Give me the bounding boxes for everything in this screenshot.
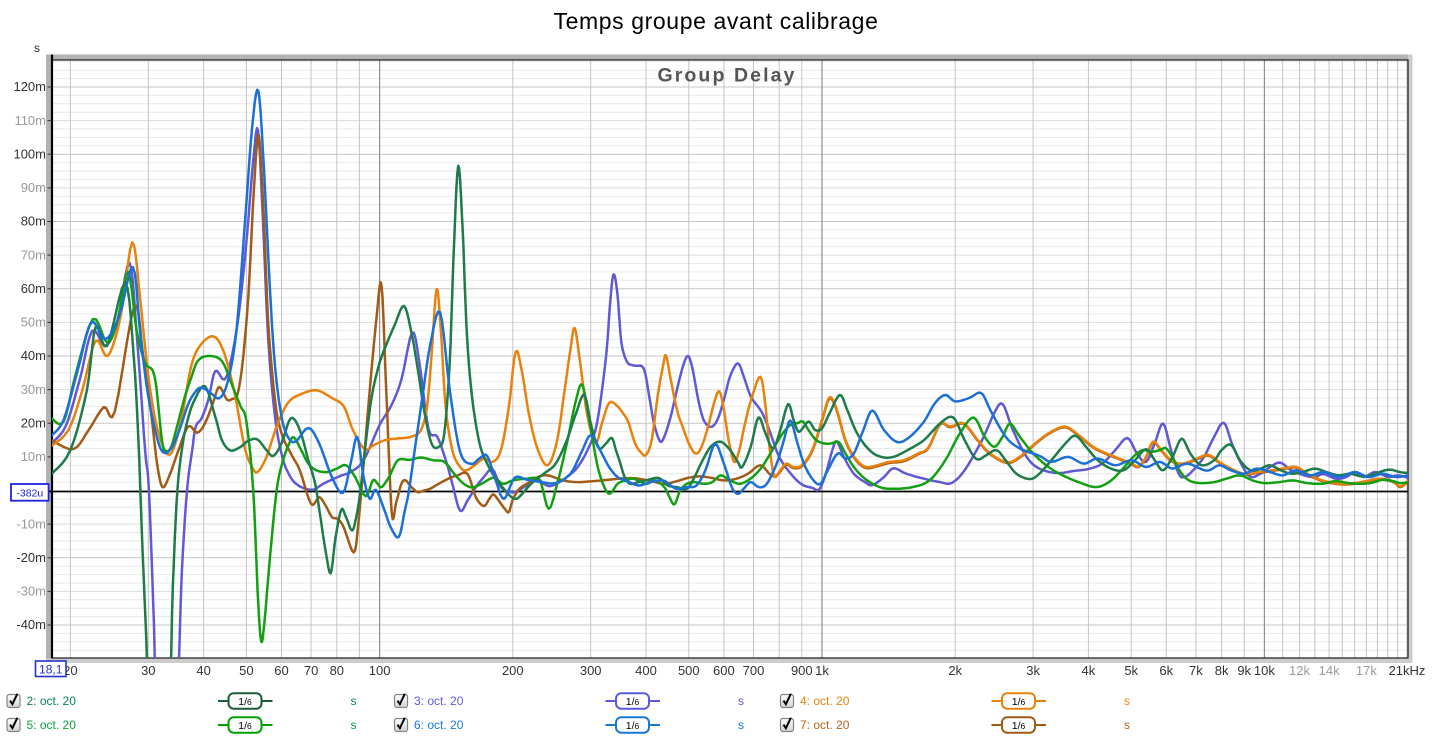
- svg-text:14k: 14k: [1319, 663, 1340, 678]
- svg-text:2k: 2k: [948, 663, 962, 678]
- svg-text:21kHz: 21kHz: [1389, 663, 1426, 678]
- svg-text:-10m: -10m: [16, 516, 46, 531]
- svg-text:300: 300: [580, 663, 602, 678]
- svg-text:1/6: 1/6: [1012, 696, 1026, 708]
- svg-text:50: 50: [239, 663, 253, 678]
- svg-text:Group Delay: Group Delay: [657, 65, 796, 87]
- svg-text:10k: 10k: [1254, 663, 1275, 678]
- svg-text:s: s: [738, 694, 744, 708]
- svg-text:-382u: -382u: [16, 488, 43, 500]
- svg-text:40m: 40m: [21, 348, 46, 363]
- svg-text:4: oct. 20: 4: oct. 20: [800, 694, 850, 708]
- svg-text:s: s: [1124, 718, 1130, 732]
- svg-text:s: s: [738, 718, 744, 732]
- svg-text:90m: 90m: [21, 180, 46, 195]
- svg-text:8k: 8k: [1215, 663, 1229, 678]
- svg-text:5: oct. 20: 5: oct. 20: [27, 718, 77, 732]
- svg-text:700: 700: [743, 663, 765, 678]
- svg-text:60: 60: [274, 663, 288, 678]
- svg-text:7: oct. 20: 7: oct. 20: [800, 718, 850, 732]
- svg-text:110m: 110m: [14, 113, 46, 128]
- svg-text:40: 40: [196, 663, 210, 678]
- svg-text:5k: 5k: [1124, 663, 1138, 678]
- svg-text:12k: 12k: [1289, 663, 1310, 678]
- svg-text:600: 600: [713, 663, 735, 678]
- svg-text:1/6: 1/6: [238, 720, 252, 732]
- svg-text:30m: 30m: [21, 382, 46, 397]
- svg-text:120m: 120m: [13, 79, 46, 94]
- svg-text:100: 100: [369, 663, 391, 678]
- svg-text:1/6: 1/6: [238, 696, 252, 708]
- svg-text:-30m: -30m: [16, 584, 46, 599]
- svg-text:200: 200: [502, 663, 524, 678]
- svg-text:17k: 17k: [1356, 663, 1377, 678]
- svg-text:1/6: 1/6: [626, 696, 640, 708]
- svg-text:6k: 6k: [1159, 663, 1173, 678]
- svg-text:1/6: 1/6: [1012, 720, 1026, 732]
- svg-text:500: 500: [678, 663, 700, 678]
- svg-text:-20m: -20m: [16, 550, 46, 565]
- svg-text:80: 80: [330, 663, 344, 678]
- svg-text:900: 900: [791, 663, 813, 678]
- svg-text:100m: 100m: [13, 146, 46, 161]
- svg-text:2: oct. 20: 2: oct. 20: [27, 694, 77, 708]
- svg-text:9k: 9k: [1237, 663, 1251, 678]
- svg-text:400: 400: [635, 663, 657, 678]
- svg-text:10m: 10m: [21, 449, 46, 464]
- svg-text:s: s: [1124, 694, 1130, 708]
- svg-text:1k: 1k: [815, 663, 829, 678]
- svg-text:1/6: 1/6: [626, 720, 640, 732]
- svg-text:4k: 4k: [1082, 663, 1096, 678]
- svg-text:20m: 20m: [21, 415, 46, 430]
- svg-text:60m: 60m: [21, 281, 46, 296]
- svg-text:3k: 3k: [1026, 663, 1040, 678]
- svg-text:50m: 50m: [21, 315, 46, 330]
- svg-text:s: s: [34, 41, 40, 55]
- svg-text:30: 30: [141, 663, 155, 678]
- svg-text:Temps groupe avant calibrage: Temps groupe avant calibrage: [554, 8, 879, 34]
- svg-text:6: oct. 20: 6: oct. 20: [414, 718, 464, 732]
- svg-text:18,1: 18,1: [39, 662, 63, 676]
- svg-text:80m: 80m: [21, 214, 46, 229]
- svg-text:-40m: -40m: [16, 617, 46, 632]
- svg-text:3: oct. 20: 3: oct. 20: [414, 694, 464, 708]
- svg-text:7k: 7k: [1189, 663, 1203, 678]
- svg-text:s: s: [351, 694, 357, 708]
- svg-text:s: s: [351, 718, 357, 732]
- svg-text:70m: 70m: [21, 247, 46, 262]
- svg-text:70: 70: [304, 663, 318, 678]
